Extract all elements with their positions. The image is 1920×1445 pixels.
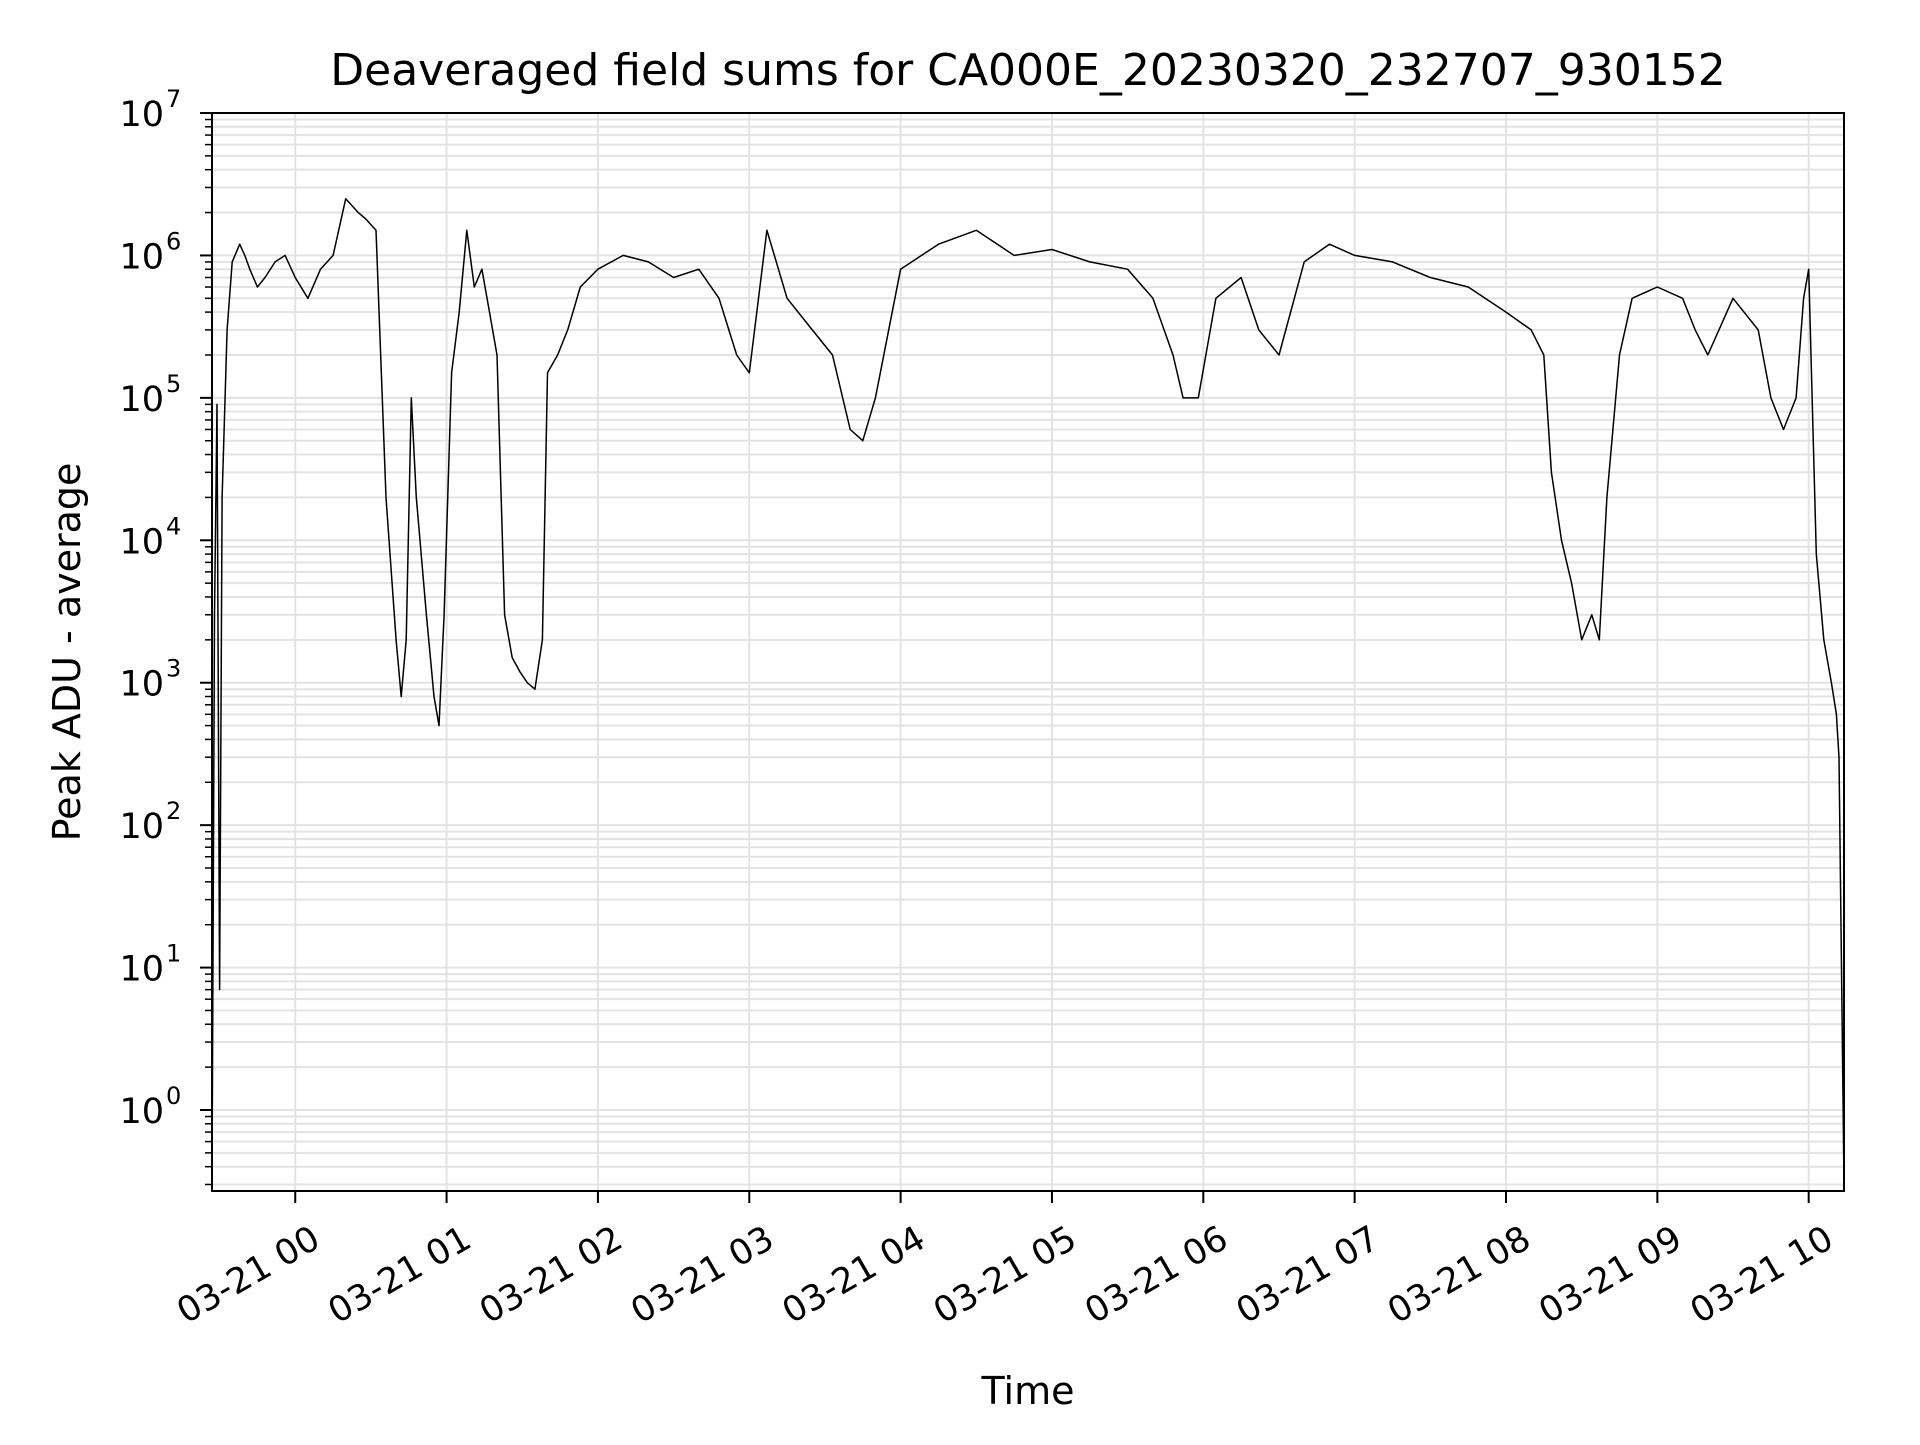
y-tick-label: 10 <box>119 665 164 705</box>
y-tick-exponent: 2 <box>166 797 181 825</box>
plot-frame <box>211 112 1845 1192</box>
y-axis-label: Peak ADU - average <box>45 463 89 842</box>
x-axis-label: Time <box>981 1369 1075 1413</box>
series-layer <box>211 198 1845 1185</box>
y-tick-exponent: 7 <box>166 85 181 113</box>
grid-layer <box>212 112 1844 1191</box>
y-tick-label: 10 <box>119 522 164 562</box>
y-tick-exponent: 6 <box>166 227 181 255</box>
y-tick-exponent: 1 <box>166 940 181 968</box>
y-tick-label: 10 <box>119 95 164 135</box>
series-line <box>211 198 1845 1185</box>
y-tick-exponent: 0 <box>166 1082 181 1110</box>
y-tick-label: 10 <box>119 1092 164 1132</box>
y-tick-label: 10 <box>119 950 164 990</box>
y-tick-exponent: 5 <box>166 370 181 398</box>
y-tick-label: 10 <box>119 807 164 847</box>
y-tick-label: 10 <box>119 237 164 277</box>
y-tick-label: 10 <box>119 380 164 420</box>
y-tick-exponent: 4 <box>166 512 181 540</box>
y-tick-exponent: 3 <box>166 655 181 683</box>
chart-title: Deaveraged field sums for CA000E_2023032… <box>330 45 1725 96</box>
